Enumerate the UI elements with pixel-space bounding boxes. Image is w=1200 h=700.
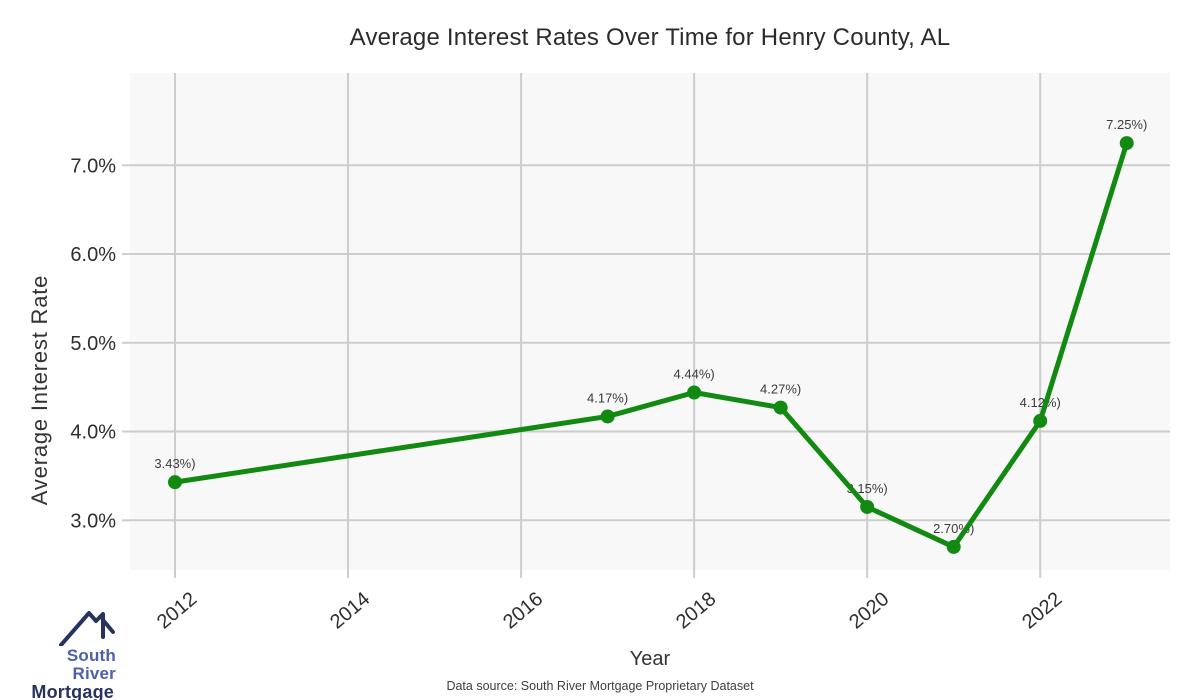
data-point: [687, 385, 702, 400]
data-point: [167, 475, 182, 490]
house-icon: [59, 611, 115, 646]
data-point-label: 4.17%): [587, 390, 628, 405]
y-tick-label: 6.0%: [70, 244, 116, 266]
house-eave-path: [101, 618, 115, 634]
x-tick-label: 2012: [153, 588, 201, 633]
chart-title: Average Interest Rates Over Time for Hen…: [349, 24, 951, 51]
plot-area: [130, 73, 1170, 570]
house-roof-path: [59, 611, 105, 646]
data-point: [1033, 413, 1048, 428]
data-point: [600, 409, 615, 424]
y-tick-label: 3.0%: [70, 510, 116, 532]
data-point-label: 7.25%): [1106, 117, 1147, 132]
y-axis-title: Average Interest Rate: [27, 274, 52, 506]
x-tick-label: 2014: [326, 588, 374, 633]
data-source-note: Data source: South River Mortgage Propri…: [446, 679, 754, 693]
x-tick-label: 2020: [845, 588, 893, 633]
data-point: [773, 400, 788, 415]
y-tick-label: 4.0%: [70, 422, 116, 444]
y-tick-label: 5.0%: [70, 333, 116, 355]
data-point-label: 4.12%): [1020, 395, 1061, 410]
data-point: [946, 539, 961, 554]
data-point: [860, 499, 875, 514]
y-tick-label: 7.0%: [70, 155, 116, 177]
logo-text-line1: South River: [66, 646, 116, 683]
x-tick-label: 2022: [1018, 588, 1066, 633]
company-logo: South River Mortgage: [24, 606, 116, 700]
x-tick-label: 2018: [672, 588, 720, 633]
x-axis-title: Year: [629, 648, 671, 670]
data-point-label: 4.27%): [760, 382, 801, 397]
data-point: [1119, 136, 1134, 151]
data-point-label: 4.44%): [674, 367, 715, 382]
logo-text-line2: Mortgage: [31, 681, 114, 700]
x-tick-label: 2016: [499, 588, 547, 633]
data-point-label: 3.43%): [154, 456, 195, 471]
trend-line: [172, 140, 1130, 550]
